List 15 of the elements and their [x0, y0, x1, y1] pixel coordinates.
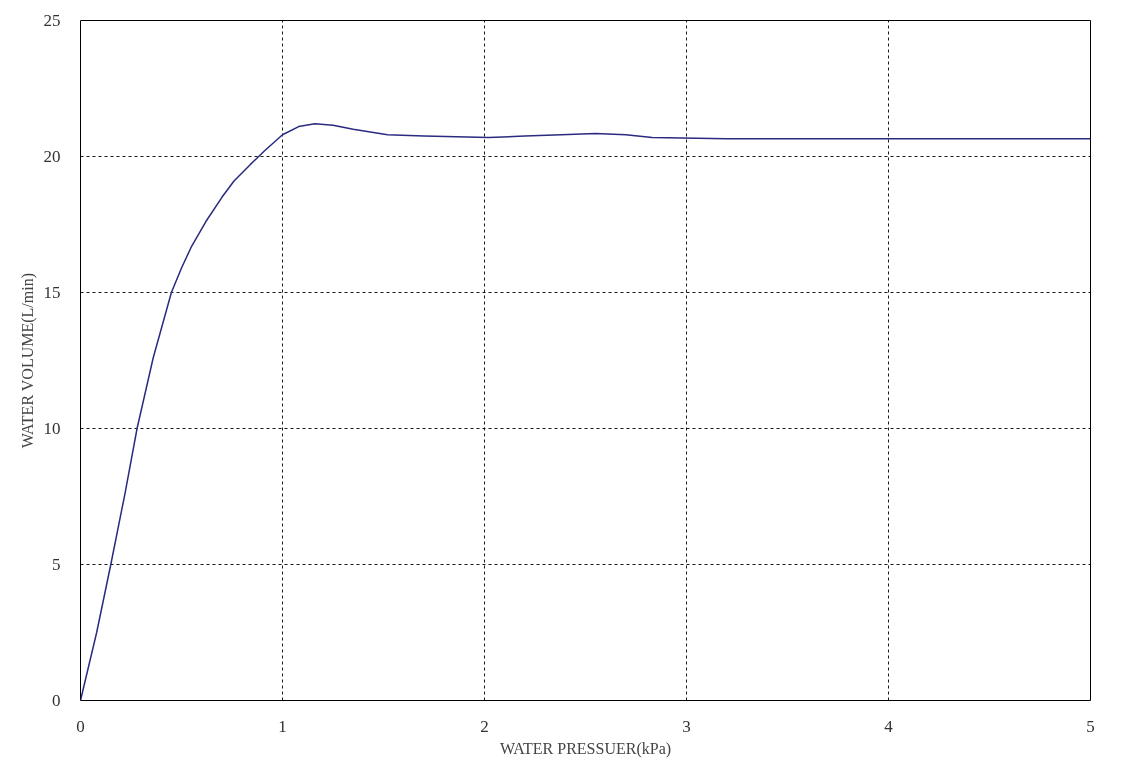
y-tick-label: 25: [43, 11, 61, 30]
y-tick-label: 20: [43, 147, 61, 166]
x-axis-title: WATER PRESSUER(kPa): [499, 739, 672, 758]
x-tick-label: 4: [884, 716, 894, 736]
y-tick-label: 10: [43, 419, 61, 438]
y-tick-label: 0: [52, 691, 61, 710]
x-tick-label: 1: [278, 716, 287, 736]
y-axis-title: WATER VOLUME(L/min): [18, 273, 37, 449]
x-tick-label: 2: [480, 716, 489, 736]
y-tick-label: 5: [52, 555, 61, 574]
x-tick-label: 0: [76, 716, 85, 736]
y-tick-label: 15: [43, 283, 61, 302]
x-tick-label: 5: [1086, 716, 1095, 736]
x-tick-label: 3: [682, 716, 691, 736]
line-series: [80, 123, 1091, 701]
